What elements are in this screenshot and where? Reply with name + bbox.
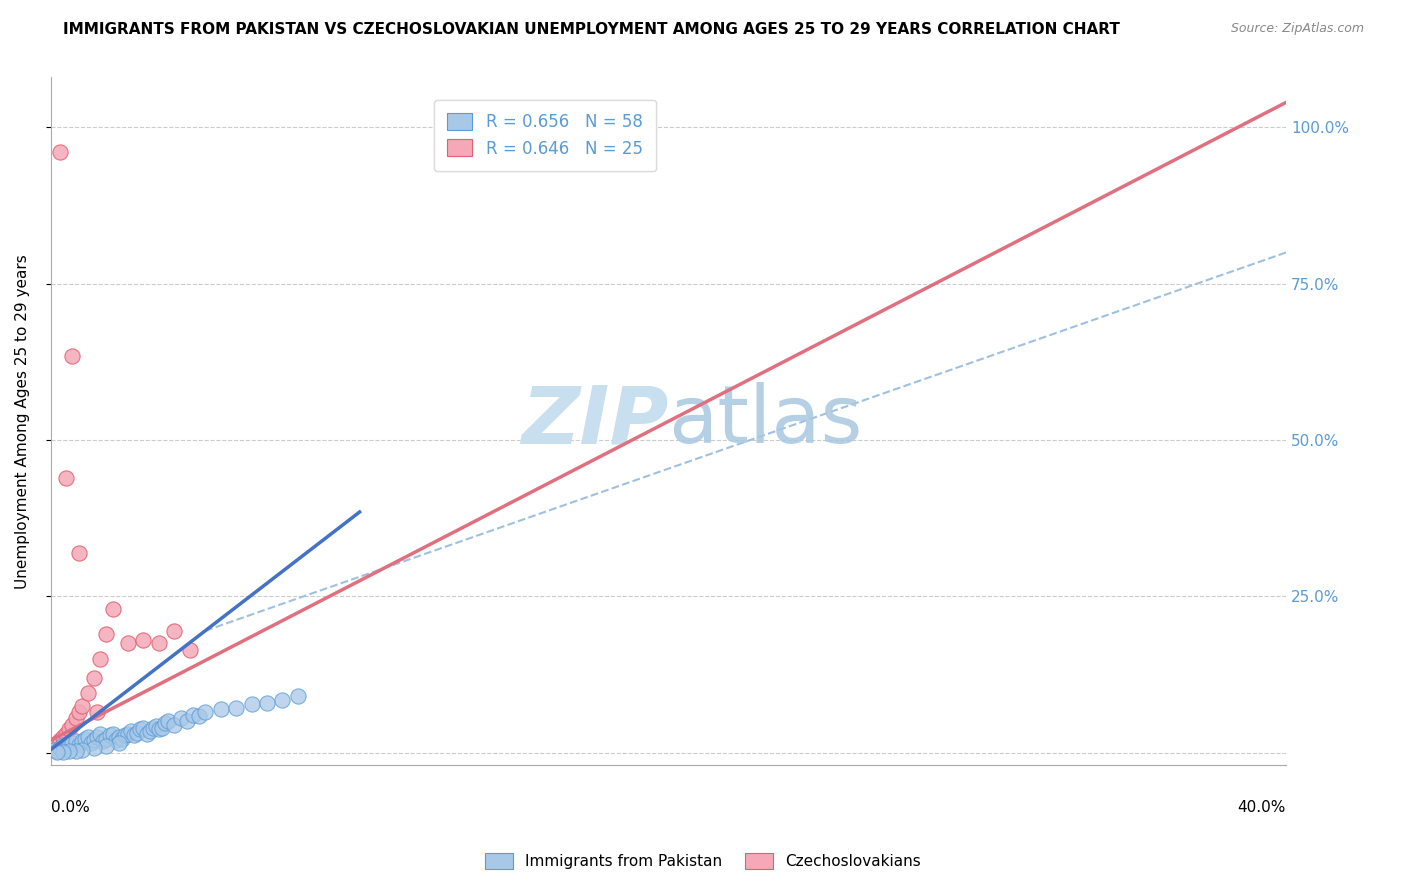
Point <box>67 705 90 719</box>
Point <box>42 740 65 755</box>
Point <box>209 702 232 716</box>
Point <box>153 715 176 730</box>
Legend: R = 0.656   N = 58, R = 0.646   N = 25: R = 0.656 N = 58, R = 0.646 N = 25 <box>434 100 655 171</box>
Text: 40.0%: 40.0% <box>1237 799 1286 814</box>
Point <box>287 690 309 704</box>
Point <box>117 636 139 650</box>
Point <box>83 740 105 755</box>
Point <box>67 546 90 560</box>
Point <box>86 730 108 744</box>
Point <box>73 731 96 746</box>
Point <box>129 722 152 736</box>
Point <box>46 745 69 759</box>
Point <box>169 711 191 725</box>
Point <box>49 145 72 160</box>
Point <box>65 744 87 758</box>
Point <box>62 349 84 363</box>
Point <box>91 734 114 748</box>
Point <box>157 714 180 729</box>
Point <box>58 739 80 754</box>
Point <box>114 728 136 742</box>
Point <box>62 736 84 750</box>
Point <box>240 697 263 711</box>
Point <box>101 727 124 741</box>
Point <box>117 727 139 741</box>
Point <box>111 731 134 746</box>
Point <box>65 734 87 748</box>
Point <box>46 744 69 758</box>
Point <box>163 624 186 638</box>
Point <box>77 686 100 700</box>
Point <box>46 736 69 750</box>
Point <box>225 700 247 714</box>
Point <box>89 727 111 741</box>
Point <box>271 692 294 706</box>
Point <box>55 470 77 484</box>
Point <box>181 708 204 723</box>
Point <box>120 723 142 738</box>
Point <box>256 696 278 710</box>
Point <box>58 744 80 758</box>
Point <box>77 730 100 744</box>
Text: IMMIGRANTS FROM PAKISTAN VS CZECHOSLOVAKIAN UNEMPLOYMENT AMONG AGES 25 TO 29 YEA: IMMIGRANTS FROM PAKISTAN VS CZECHOSLOVAK… <box>63 22 1121 37</box>
Point <box>98 728 121 742</box>
Point <box>96 627 118 641</box>
Point <box>52 745 75 759</box>
Point <box>86 705 108 719</box>
Point <box>132 721 155 735</box>
Point <box>58 722 80 736</box>
Point <box>83 671 105 685</box>
Point <box>122 728 145 742</box>
Point <box>55 727 77 741</box>
Y-axis label: Unemployment Among Ages 25 to 29 years: Unemployment Among Ages 25 to 29 years <box>15 254 30 589</box>
Point <box>67 738 90 752</box>
Point <box>49 740 72 755</box>
Point <box>62 717 84 731</box>
Legend: Immigrants from Pakistan, Czechoslovakians: Immigrants from Pakistan, Czechoslovakia… <box>479 847 927 875</box>
Point <box>49 733 72 747</box>
Point <box>96 739 118 754</box>
Point <box>55 742 77 756</box>
Point <box>70 742 93 756</box>
Point <box>135 727 157 741</box>
Point <box>176 714 198 729</box>
Point <box>96 731 118 746</box>
Point <box>42 742 65 756</box>
Point <box>127 725 149 739</box>
Point <box>70 698 93 713</box>
Point <box>104 733 127 747</box>
Text: ZIP: ZIP <box>522 383 668 460</box>
Point <box>52 730 75 744</box>
Point <box>138 723 160 738</box>
Point <box>89 652 111 666</box>
Point <box>179 642 201 657</box>
Point <box>65 711 87 725</box>
Point <box>107 736 129 750</box>
Point <box>145 719 167 733</box>
Point <box>148 722 170 736</box>
Point <box>101 602 124 616</box>
Point <box>132 633 155 648</box>
Point <box>142 721 165 735</box>
Point <box>70 734 93 748</box>
Point <box>80 736 103 750</box>
Point <box>188 709 211 723</box>
Text: 0.0%: 0.0% <box>51 799 90 814</box>
Point <box>148 636 170 650</box>
Point <box>83 733 105 747</box>
Text: atlas: atlas <box>668 383 863 460</box>
Point <box>107 730 129 744</box>
Text: Source: ZipAtlas.com: Source: ZipAtlas.com <box>1230 22 1364 36</box>
Point <box>163 717 186 731</box>
Point <box>194 705 217 719</box>
Point <box>150 721 173 735</box>
Point <box>52 738 75 752</box>
